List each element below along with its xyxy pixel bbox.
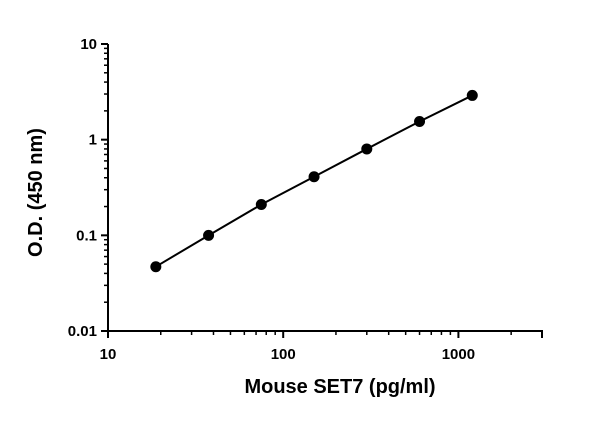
data-point	[150, 261, 162, 273]
data-point	[361, 143, 373, 155]
y-tick-label: 0.01	[68, 323, 97, 340]
minor-ticks	[104, 47, 543, 335]
axes	[107, 44, 543, 332]
data-point	[414, 115, 426, 127]
x-ticks: 10 100 1000	[100, 331, 543, 363]
x-axis-title: Mouse SET7 (pg/ml)	[244, 376, 435, 398]
y-tick-label: 10	[80, 36, 97, 53]
y-tick-label: 0.1	[76, 227, 97, 244]
x-tick-label: 1000	[442, 346, 475, 363]
y-tick-label: 1	[89, 132, 97, 149]
y-axis-title: O.D. (450 nm)	[25, 128, 47, 257]
data-point	[255, 199, 267, 211]
y-ticks: 0.01 0.1 1 10	[68, 36, 108, 340]
series	[150, 89, 478, 273]
data-point	[308, 171, 320, 183]
data-point	[203, 229, 215, 241]
x-tick-label: 100	[271, 346, 296, 363]
data-point	[466, 89, 478, 101]
x-tick-label: 10	[100, 346, 117, 363]
